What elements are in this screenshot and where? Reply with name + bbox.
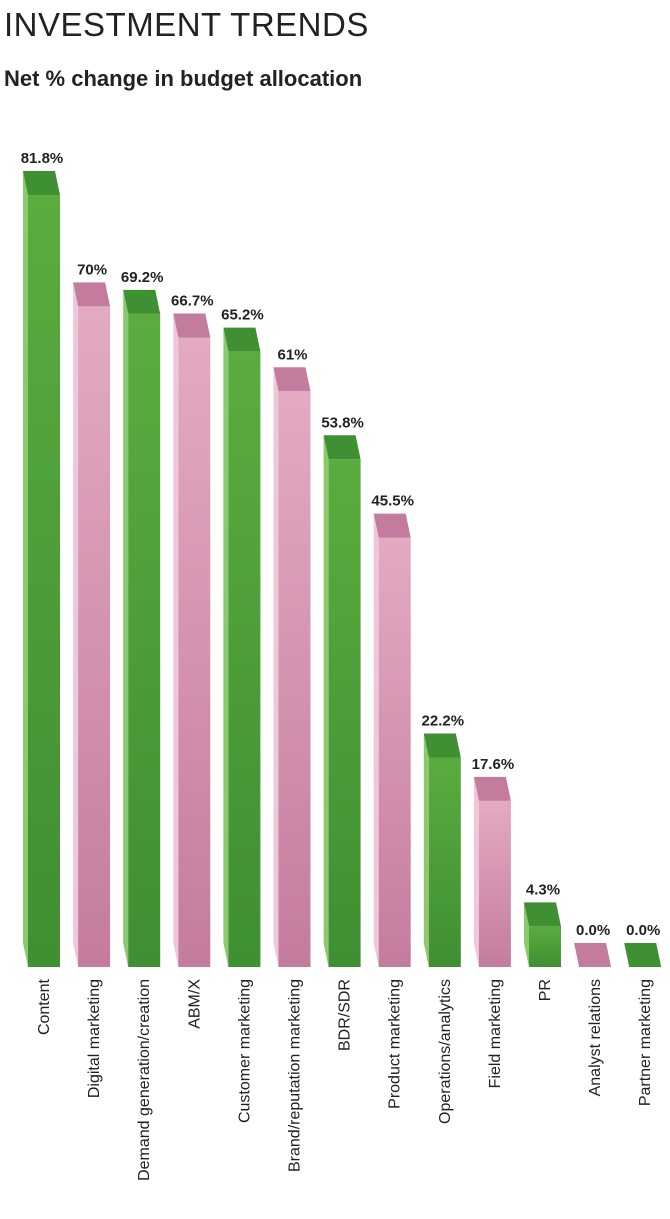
bar-side: [23, 171, 28, 967]
data-label-field-marketing: 17.6%: [472, 756, 515, 773]
bar-field-marketing: [473, 776, 511, 967]
bar-cap: [73, 282, 111, 307]
bar-cap: [123, 289, 161, 314]
bar-product-marketing: [373, 513, 411, 967]
bar-content: [23, 171, 60, 967]
bar-side: [473, 776, 479, 967]
category-label-analyst-relations: Analyst relations: [587, 979, 604, 1096]
bar-cap: [23, 171, 60, 195]
bar-cap: [273, 367, 311, 392]
bar-digital-marketing: [73, 282, 111, 968]
data-label-content: 81.8%: [21, 150, 64, 167]
bar-cap: [423, 733, 461, 758]
category-label-brand-reputation-marketing: Brand/reputation marketing: [287, 979, 304, 1172]
category-label-content: Content: [36, 978, 53, 1035]
bar-face: [328, 459, 361, 967]
data-label-operations-analytics: 22.2%: [422, 712, 465, 729]
bar-cap: [524, 902, 561, 927]
data-label-brand-reputation-marketing: 61%: [277, 346, 307, 363]
bar-bdr-sdr: [323, 435, 361, 967]
bar-side: [323, 435, 329, 967]
category-label-product-marketing: Product marketing: [387, 979, 404, 1109]
bar-brand-reputation-marketing: [273, 367, 311, 967]
bar-face: [178, 337, 211, 967]
bar-cap: [473, 776, 511, 801]
data-label-partner-marketing: 0.0%: [626, 922, 660, 939]
bar-analyst-relations: [574, 943, 612, 967]
bar-side: [273, 367, 279, 967]
category-label-pr: PR: [537, 979, 554, 1001]
chart-subtitle: Net % change in budget allocation: [4, 66, 363, 91]
data-label-abm-x: 66.7%: [171, 293, 214, 310]
bar-side: [123, 289, 129, 967]
category-label-partner-marketing: Partner marketing: [637, 979, 654, 1106]
bar-face: [278, 391, 311, 967]
bar-customer-marketing: [223, 327, 261, 967]
bar-face: [478, 800, 511, 967]
bar-side: [423, 733, 429, 967]
bar-cap: [624, 943, 662, 967]
bar-cap: [574, 943, 612, 967]
category-label-demand-generation-creation: Demand generation/creation: [136, 979, 153, 1181]
bar-partner-marketing: [624, 943, 662, 967]
bar-face: [28, 195, 60, 967]
category-label-customer-marketing: Customer marketing: [236, 979, 253, 1123]
data-label-analyst-relations: 0.0%: [576, 922, 610, 939]
data-label-customer-marketing: 65.2%: [221, 307, 264, 324]
page-title: INVESTMENT TRENDS: [4, 6, 369, 43]
category-label-digital-marketing: Digital marketing: [86, 979, 103, 1098]
bar-side: [524, 902, 529, 967]
bar-face: [128, 313, 161, 967]
bar-cap: [173, 313, 211, 338]
category-label-bdr-sdr: BDR/SDR: [337, 979, 354, 1051]
data-label-product-marketing: 45.5%: [371, 493, 414, 510]
bar-abm-x: [173, 313, 211, 967]
bar-side: [373, 513, 379, 967]
data-label-demand-generation-creation: 69.2%: [121, 269, 164, 286]
bar-face: [529, 926, 561, 967]
bar-operations-analytics: [423, 733, 461, 967]
bar-face: [228, 351, 261, 967]
bar-face: [378, 537, 411, 967]
data-label-bdr-sdr: 53.8%: [321, 414, 364, 431]
category-label-field-marketing: Field marketing: [487, 979, 504, 1088]
data-label-digital-marketing: 70%: [77, 261, 107, 278]
category-label-abm-x: ABM/X: [186, 979, 203, 1029]
bar-cap: [323, 435, 361, 460]
bar-demand-generation-creation: [123, 289, 161, 967]
bar-face: [78, 306, 111, 968]
bar-cap: [373, 513, 411, 538]
bar-side: [223, 327, 229, 967]
bar-pr: [524, 902, 561, 967]
bar-side: [173, 313, 179, 967]
bar-side: [73, 282, 79, 968]
category-label-operations-analytics: Operations/analytics: [437, 979, 454, 1124]
bar-cap: [223, 327, 261, 352]
bar-face: [428, 757, 461, 967]
data-label-pr: 4.3%: [526, 881, 560, 898]
